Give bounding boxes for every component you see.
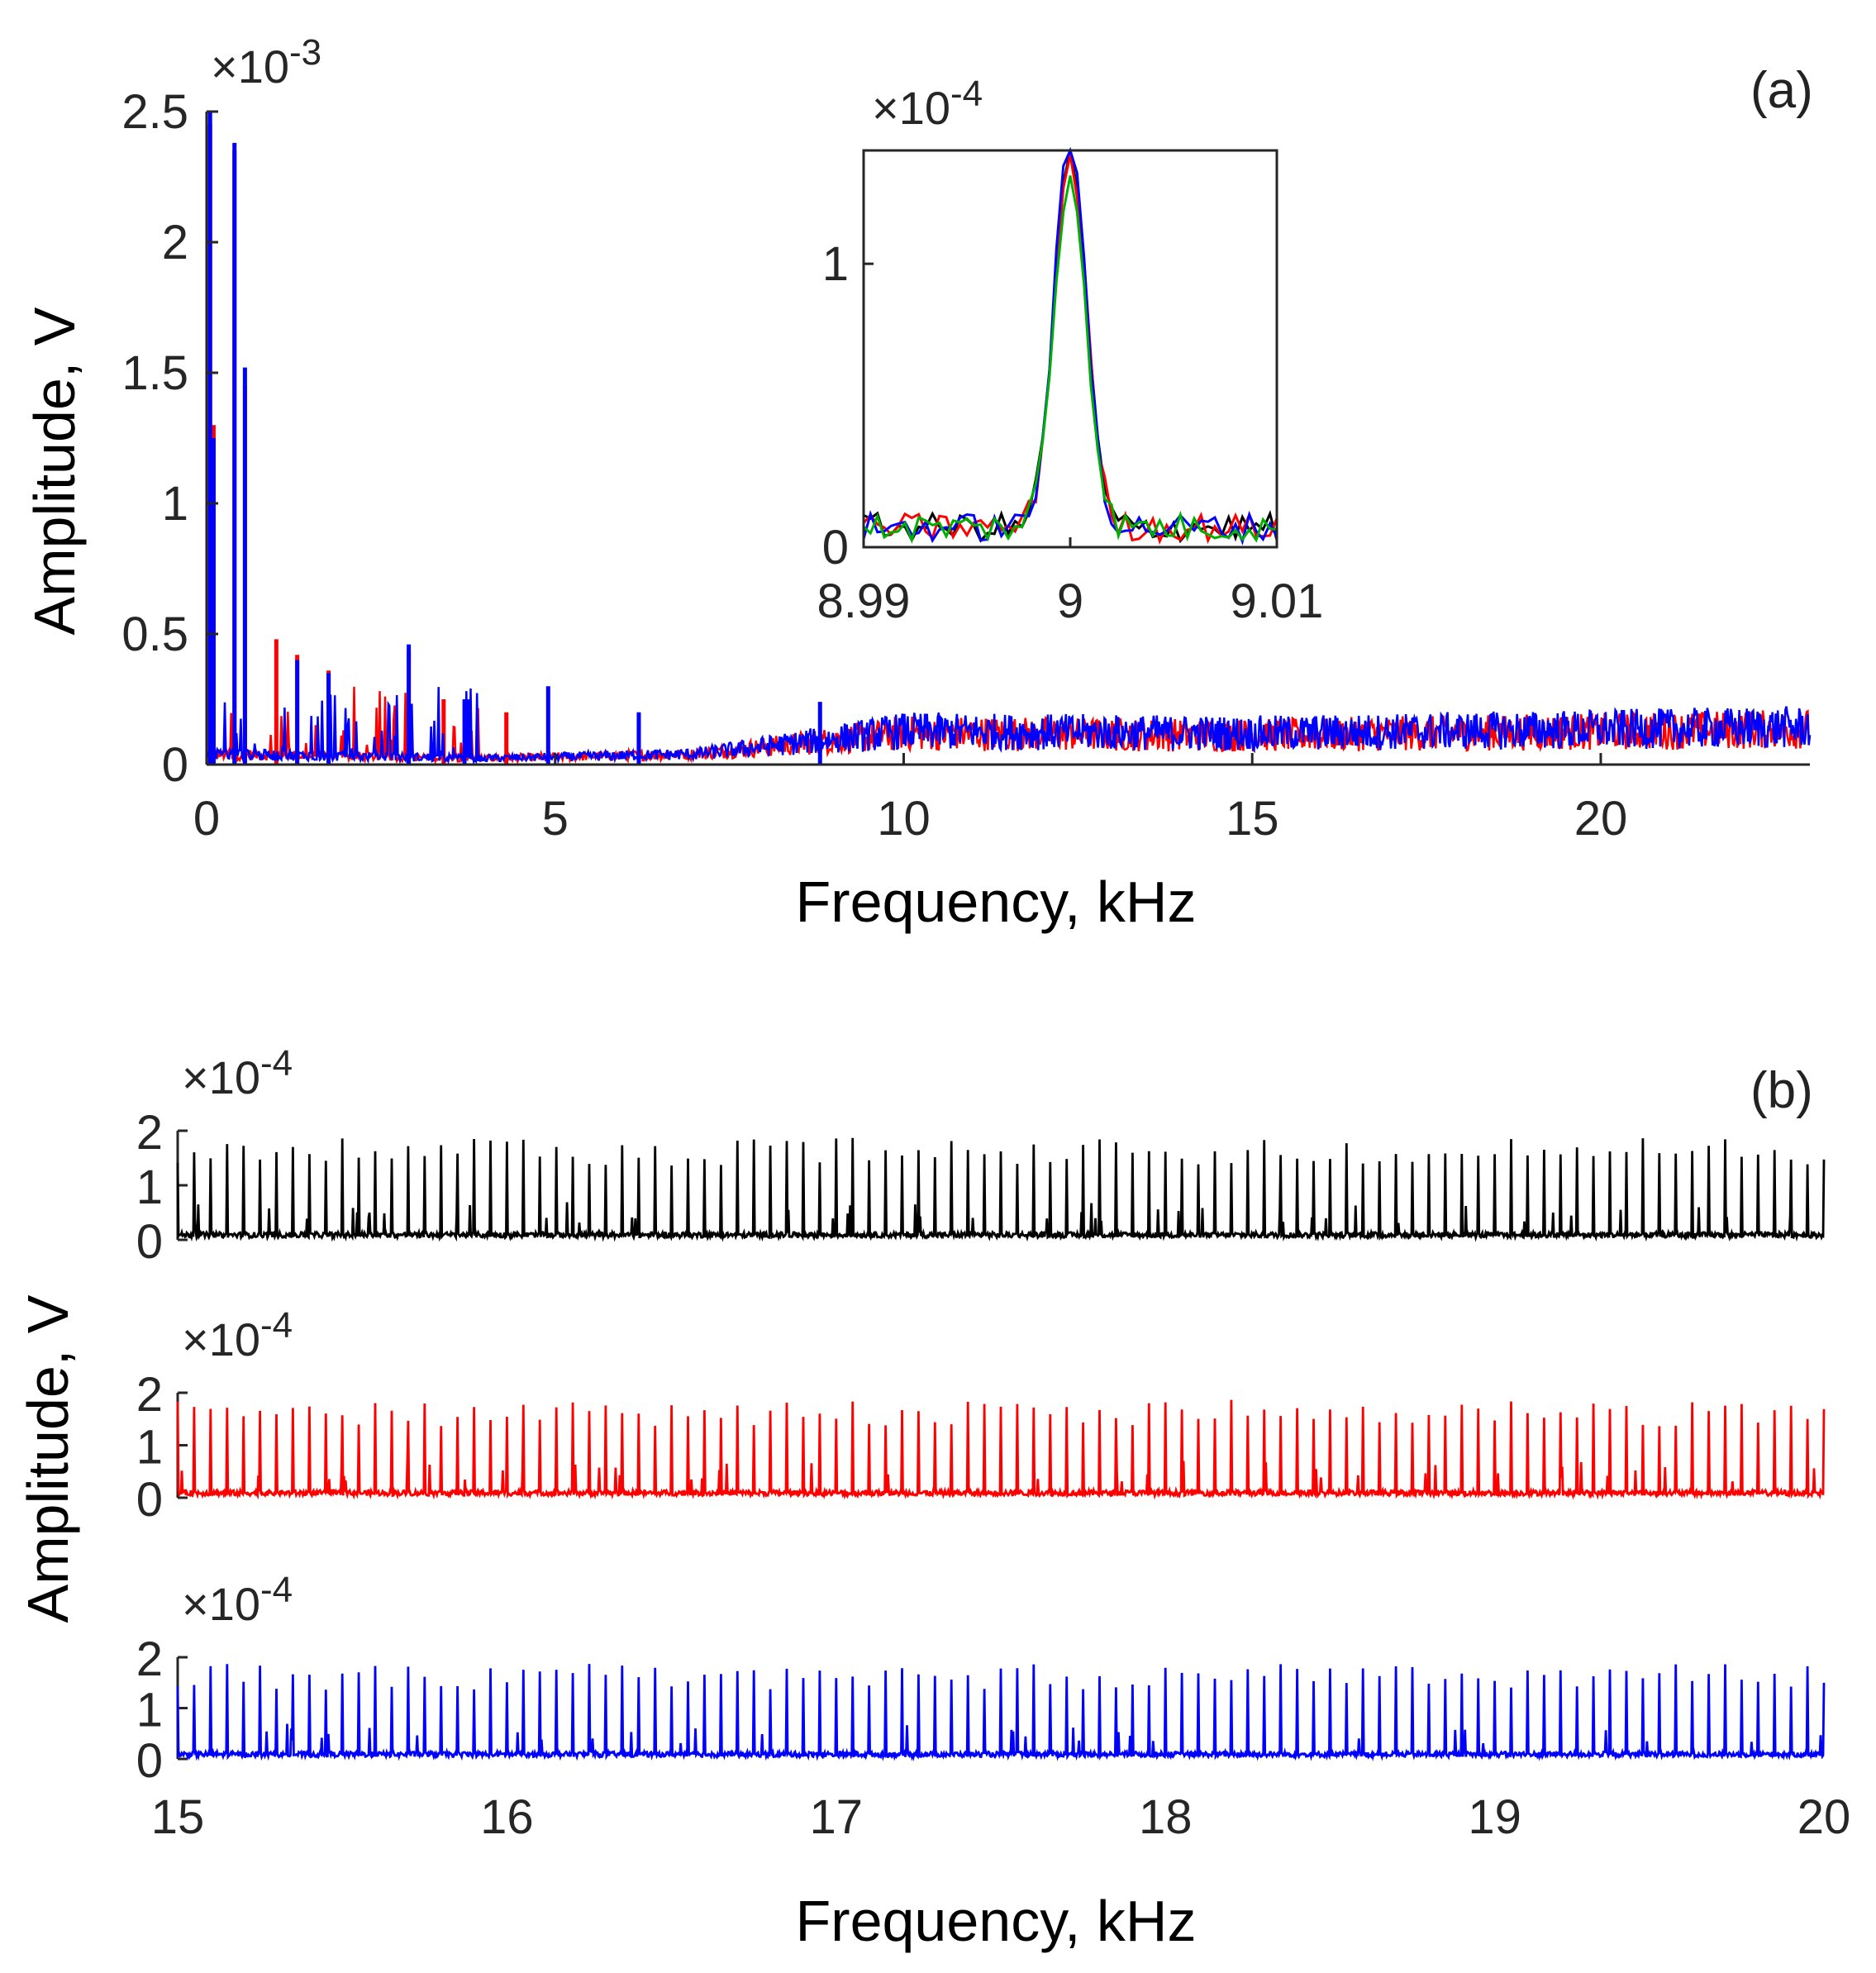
panel-a-y-tick-label: 0.5 xyxy=(121,608,188,661)
panel-b-series-line xyxy=(176,1664,1826,1761)
panel-a: 0 5 10 15 20 00.511.522.5 ×10-3 (a) Frequenc… xyxy=(22,32,1813,934)
inset-y-tick-label: 0 xyxy=(822,521,849,574)
inset-y-ticks: 01 xyxy=(822,237,874,574)
panel-b-y-tick-label: 1 xyxy=(136,1160,163,1214)
inset-y-tick-label: 1 xyxy=(822,237,849,291)
panel-a-y-tick-label: 0 xyxy=(162,738,188,792)
panel-a-y-tick-label: 2.5 xyxy=(121,85,188,139)
panel-b-y-exponent: ×10-4 xyxy=(182,1570,293,1630)
panel-b-y-tick-label: 2 xyxy=(136,1632,163,1686)
panel-a-y-tick-label: 1 xyxy=(162,477,188,531)
panel-a-y-tick-label: 1.5 xyxy=(121,346,188,400)
inset-x-ticks: 8.99 9 9.01 xyxy=(817,537,1324,628)
panel-b-y-tick-label: 1 xyxy=(136,1684,163,1737)
panel-b-y-exponent: ×10-4 xyxy=(182,1305,293,1365)
inset-background xyxy=(864,150,1277,547)
panel-a-inset: 8.99 9 9.01 01 ×10-4 xyxy=(817,74,1324,628)
panel-a-x-tick-label: 15 xyxy=(1226,792,1279,846)
panel-b-x-tick-label: 20 xyxy=(1797,1790,1851,1844)
panel-b-series-line xyxy=(176,1137,1826,1242)
inset-y-exponent: ×10-4 xyxy=(872,74,983,134)
panel-b-x-tick-label: 18 xyxy=(1139,1790,1193,1844)
panel-b-y-tick-label: 2 xyxy=(136,1106,163,1160)
panel-a-x-label: Frequency, kHz xyxy=(796,870,1197,934)
panel-a-x-tick-label: 5 xyxy=(542,792,569,846)
panel-b-subplot: 012 ×10-4 xyxy=(136,1570,1826,1788)
panel-a-x-tick-label: 0 xyxy=(193,792,220,846)
panel-b-y-tick-label: 0 xyxy=(136,1215,163,1269)
panel-b-y-exponent: ×10-4 xyxy=(182,1043,293,1103)
panel-b-x-ticks: 15 16 17 18 19 20 xyxy=(151,1790,1851,1844)
panel-b-subplot: 012 ×10-4 xyxy=(136,1305,1826,1527)
panel-a-y-exponent: ×10-3 xyxy=(211,32,321,93)
panel-a-y-tick-label: 2 xyxy=(162,216,188,269)
panel-a-x-tick-label: 20 xyxy=(1574,792,1628,846)
panel-b-x-tick-label: 15 xyxy=(151,1790,205,1844)
panel-b-y-tick-label: 2 xyxy=(136,1368,163,1422)
inset-x-tick-label: 9.01 xyxy=(1231,574,1324,628)
panel-b-y-tick-label: 0 xyxy=(136,1734,163,1788)
inset-series-green-line xyxy=(862,175,1278,544)
panel-b-x-label: Frequency, kHz xyxy=(796,1889,1197,1953)
panel-b-x-tick-label: 17 xyxy=(810,1790,864,1844)
panel-b-label: (b) xyxy=(1750,1062,1813,1119)
panel-a-label: (a) xyxy=(1750,62,1813,119)
panel-a-series xyxy=(205,112,1812,765)
panel-b-series-line xyxy=(176,1399,1826,1500)
panel-a-y-label: Amplitude, V xyxy=(22,307,87,635)
panel-a-series-blue-line xyxy=(205,687,1812,765)
panel-b-y-tick-label: 0 xyxy=(136,1473,163,1527)
panel-b-subplot: 012 ×10-4 xyxy=(136,1043,1826,1269)
panel-b-y-tick-label: 1 xyxy=(136,1421,163,1475)
panel-a-y-ticks: 0 0.5 1 1.5 2 2.5 xyxy=(121,85,218,792)
panel-b-x-tick-label: 19 xyxy=(1468,1790,1521,1844)
panel-a-x-ticks: 0 5 10 15 20 xyxy=(193,753,1627,846)
inset-x-tick-label: 9 xyxy=(1057,574,1083,628)
panel-a-x-tick-label: 10 xyxy=(877,792,931,846)
panel-b-y-label: Amplitude, V xyxy=(16,1294,80,1623)
panel-b-x-tick-label: 16 xyxy=(480,1790,534,1844)
inset-x-tick-label: 8.99 xyxy=(817,574,911,628)
